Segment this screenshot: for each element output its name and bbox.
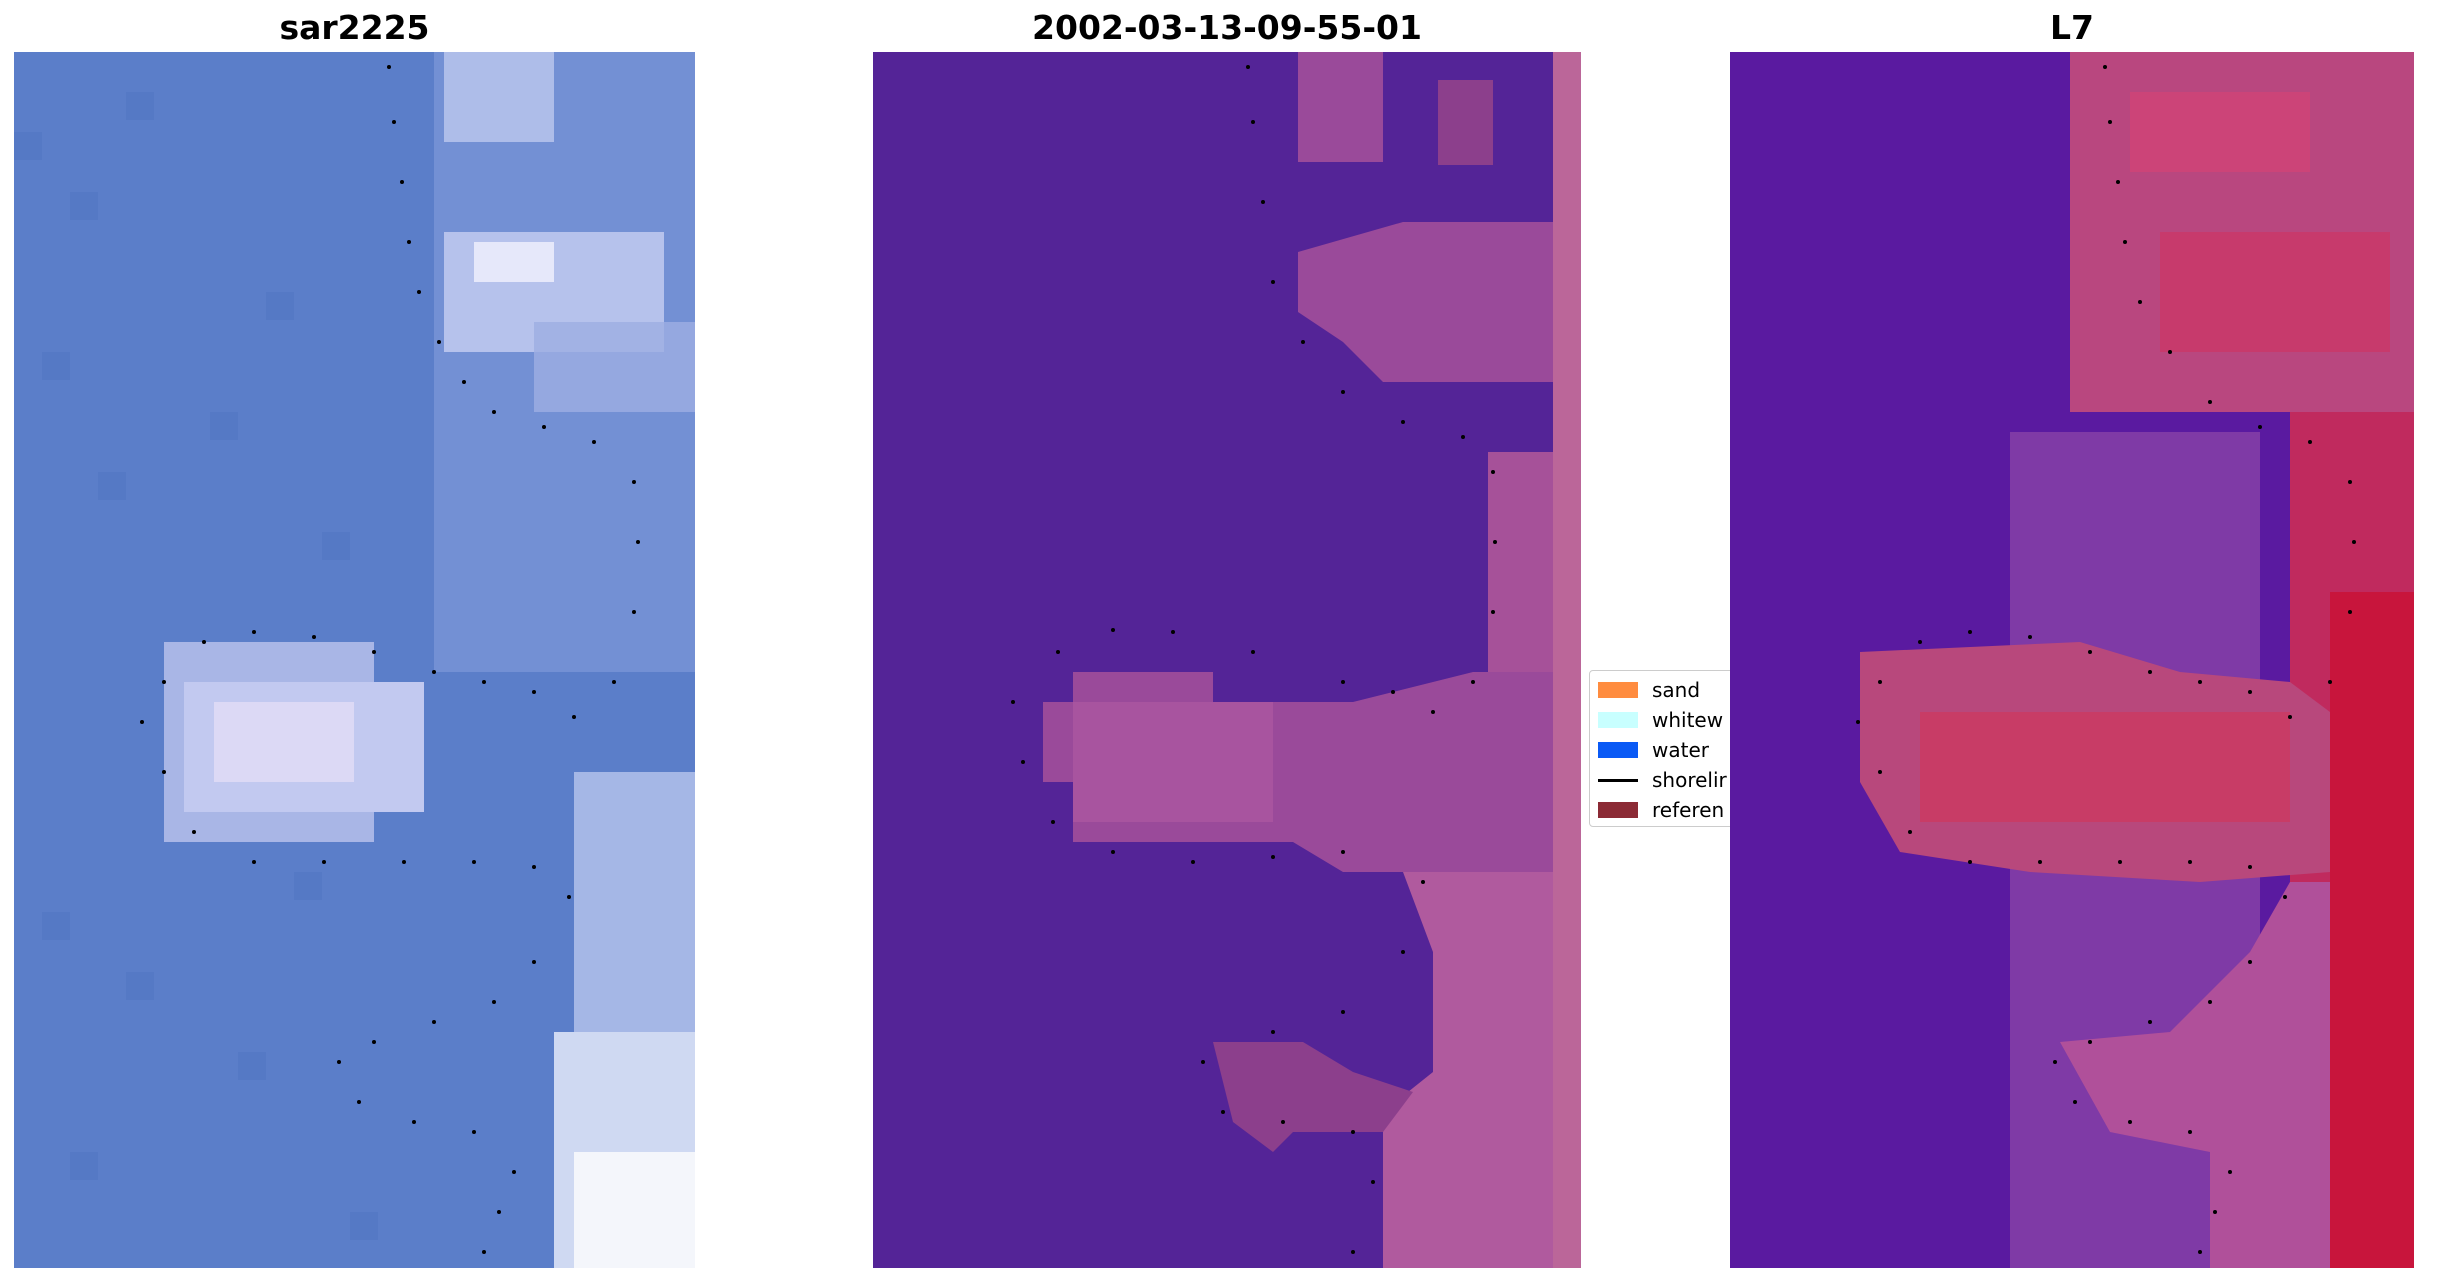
legend-item-shoreline: shorelir (1598, 768, 1727, 792)
legend-item-sand: sand (1598, 678, 1701, 702)
panel-title-sar: sar2225 (279, 8, 430, 47)
index-image-panel (1730, 52, 2414, 1268)
legend-label-whitewater: whitew (1652, 708, 1724, 732)
legend-item-whitewater: whitew (1598, 708, 1724, 732)
legend-item-water: water (1598, 738, 1709, 762)
legend-label-reference: referen (1652, 798, 1725, 822)
legend-swatch-water (1598, 742, 1638, 758)
legend-swatch-reference (1598, 802, 1638, 818)
classified-shoreline (1011, 65, 1497, 1254)
classified-image-panel (873, 52, 1581, 1268)
legend-swatch-shoreline (1598, 778, 1638, 782)
sar-image-panel (14, 52, 695, 1268)
sar-image (14, 52, 695, 1268)
legend-swatch-sand (1598, 682, 1638, 698)
panel-title-l7: L7 (2050, 8, 2094, 47)
legend-label-shoreline: shorelir (1652, 768, 1727, 792)
legend: sand whitew water shorelir referen (1589, 670, 1738, 827)
index-image (1730, 52, 2414, 1268)
index-shoreline (1856, 65, 2356, 1254)
legend-swatch-whitewater (1598, 712, 1638, 728)
legend-item-reference: referen (1598, 798, 1725, 822)
classified-image (873, 52, 1581, 1268)
legend-label-water: water (1652, 738, 1709, 762)
legend-label-sand: sand (1652, 678, 1701, 702)
panel-title-date: 2002-03-13-09-55-01 (1032, 8, 1422, 47)
sar-shoreline (140, 65, 640, 1254)
